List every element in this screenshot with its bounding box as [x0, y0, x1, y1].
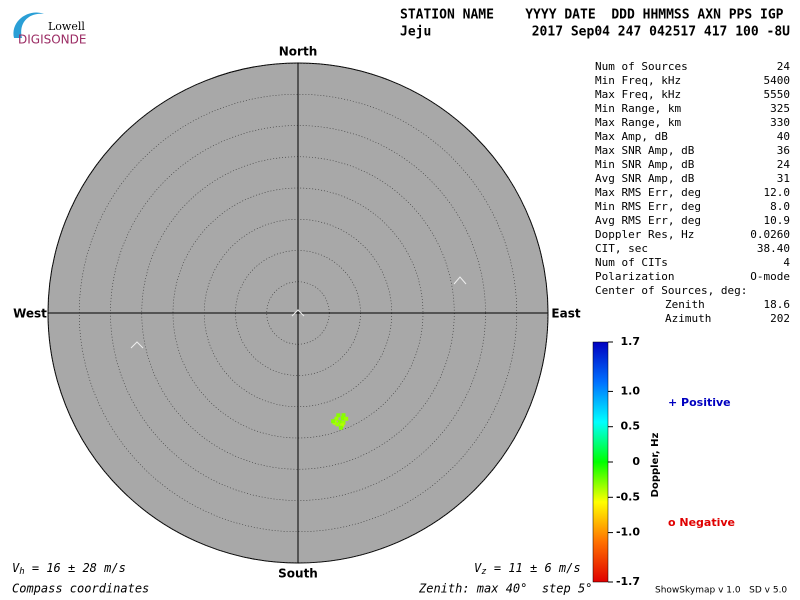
station: Jeju [400, 25, 431, 40]
stat-value: 330 [770, 116, 790, 129]
marker [291, 309, 305, 317]
stat-value: 24 [777, 60, 791, 73]
vh-v: V [12, 561, 20, 575]
version: ShowSkymap v 1.0 SD v 5.0 [655, 586, 787, 596]
stat-label: Min RMS Err, deg [595, 200, 701, 213]
header-labels: STATION NAME YYYY DATE DDD HHMMSS AXN PP… [400, 8, 784, 23]
stat-label: Max Freq, kHz [595, 88, 681, 101]
stat-label: Num of Sources [595, 60, 688, 73]
south-label: South [278, 567, 318, 581]
stat-label: Doppler Res, Hz [595, 228, 694, 241]
stat-value: 5400 [764, 74, 791, 87]
stat-label: CIT, sec [595, 242, 648, 255]
vh-sub: h [19, 567, 24, 577]
source [337, 420, 342, 425]
stat-value: 36 [777, 144, 790, 157]
vh: Vh = 16 ± 28 m/s [12, 561, 126, 577]
stat-label: Max RMS Err, deg [595, 186, 701, 199]
colorbar [592, 341, 609, 583]
legend-negative: o Negative [668, 516, 735, 529]
stat-value: O-mode [750, 270, 790, 283]
stat-value: 40 [777, 130, 790, 143]
source [338, 425, 343, 430]
stat-label: Min SNR Amp, dB [595, 158, 695, 171]
source [341, 413, 346, 418]
stat-label: Min Freq, kHz [595, 74, 681, 87]
stat-value: 325 [770, 102, 790, 115]
stat-label: Num of CITs [595, 256, 668, 269]
stat-label: Max SNR Amp, dB [595, 144, 695, 157]
coords: Compass coordinates [12, 582, 149, 596]
source [334, 416, 339, 421]
center-value: 18.6 [764, 298, 791, 311]
source [331, 419, 336, 424]
east-label: East [551, 307, 580, 321]
colorbar-tick-label: -1.7 [616, 575, 640, 588]
source [341, 420, 346, 425]
marker [453, 276, 467, 285]
marker [130, 341, 144, 349]
source [336, 413, 341, 418]
vh-value: = 16 ± 28 m/s [25, 561, 126, 575]
center-title: Center of Sources, deg: [595, 284, 747, 297]
colorbar-tick-label: 1.0 [621, 384, 641, 397]
source [335, 422, 340, 427]
stat-value: 24 [777, 158, 791, 171]
stat-value: 5550 [764, 88, 791, 101]
center-value: 202 [770, 312, 790, 325]
center-label: Zenith [665, 298, 705, 311]
colorbar-tick-label: 0 [632, 455, 640, 468]
legend-positive: + Positive [668, 396, 731, 409]
stat-label: Avg RMS Err, deg [595, 214, 701, 227]
source [340, 423, 345, 428]
source [340, 416, 345, 421]
logo-top: Lowell [48, 20, 85, 33]
stat-label: Min Range, km [595, 102, 681, 115]
stat-value: 10.9 [764, 214, 791, 227]
vz-value: = 11 ± 6 m/s [487, 561, 581, 575]
stat-value: 4 [783, 256, 790, 269]
stat-value: 12.0 [764, 186, 791, 199]
west-label: West [13, 307, 47, 321]
logo-swoosh [13, 12, 44, 38]
stat-value: 38.40 [757, 242, 790, 255]
colorbar-title: Doppler, Hz [650, 433, 661, 498]
colorbar-tick-label: -0.5 [616, 490, 640, 503]
stat-value: 8.0 [770, 200, 790, 213]
header-values: 2017 Sep04 247 042517 417 100 -8U [532, 25, 790, 40]
stat-value: 0.0260 [750, 228, 790, 241]
source [344, 416, 349, 421]
colorbar-tick-label: 1.7 [621, 335, 641, 348]
colorbar-tick-label: 0.5 [621, 420, 641, 433]
stat-label: Polarization [595, 270, 674, 283]
vz-sub: z [481, 567, 486, 577]
zenith-info: Zenith: max 40° step 5° [418, 582, 592, 596]
north-label: North [279, 45, 317, 59]
stat-label: Avg SNR Amp, dB [595, 172, 695, 185]
stat-label: Max Amp, dB [595, 130, 668, 143]
vz-v: V [474, 561, 482, 575]
logo-bottom: DIGISONDE [18, 33, 86, 47]
stat-value: 31 [777, 172, 790, 185]
vz: Vz = 11 ± 6 m/s [474, 561, 581, 577]
colorbar-tick-label: -1.0 [616, 526, 640, 539]
center-label: Azimuth [665, 312, 711, 325]
stat-label: Max Range, km [595, 116, 681, 129]
